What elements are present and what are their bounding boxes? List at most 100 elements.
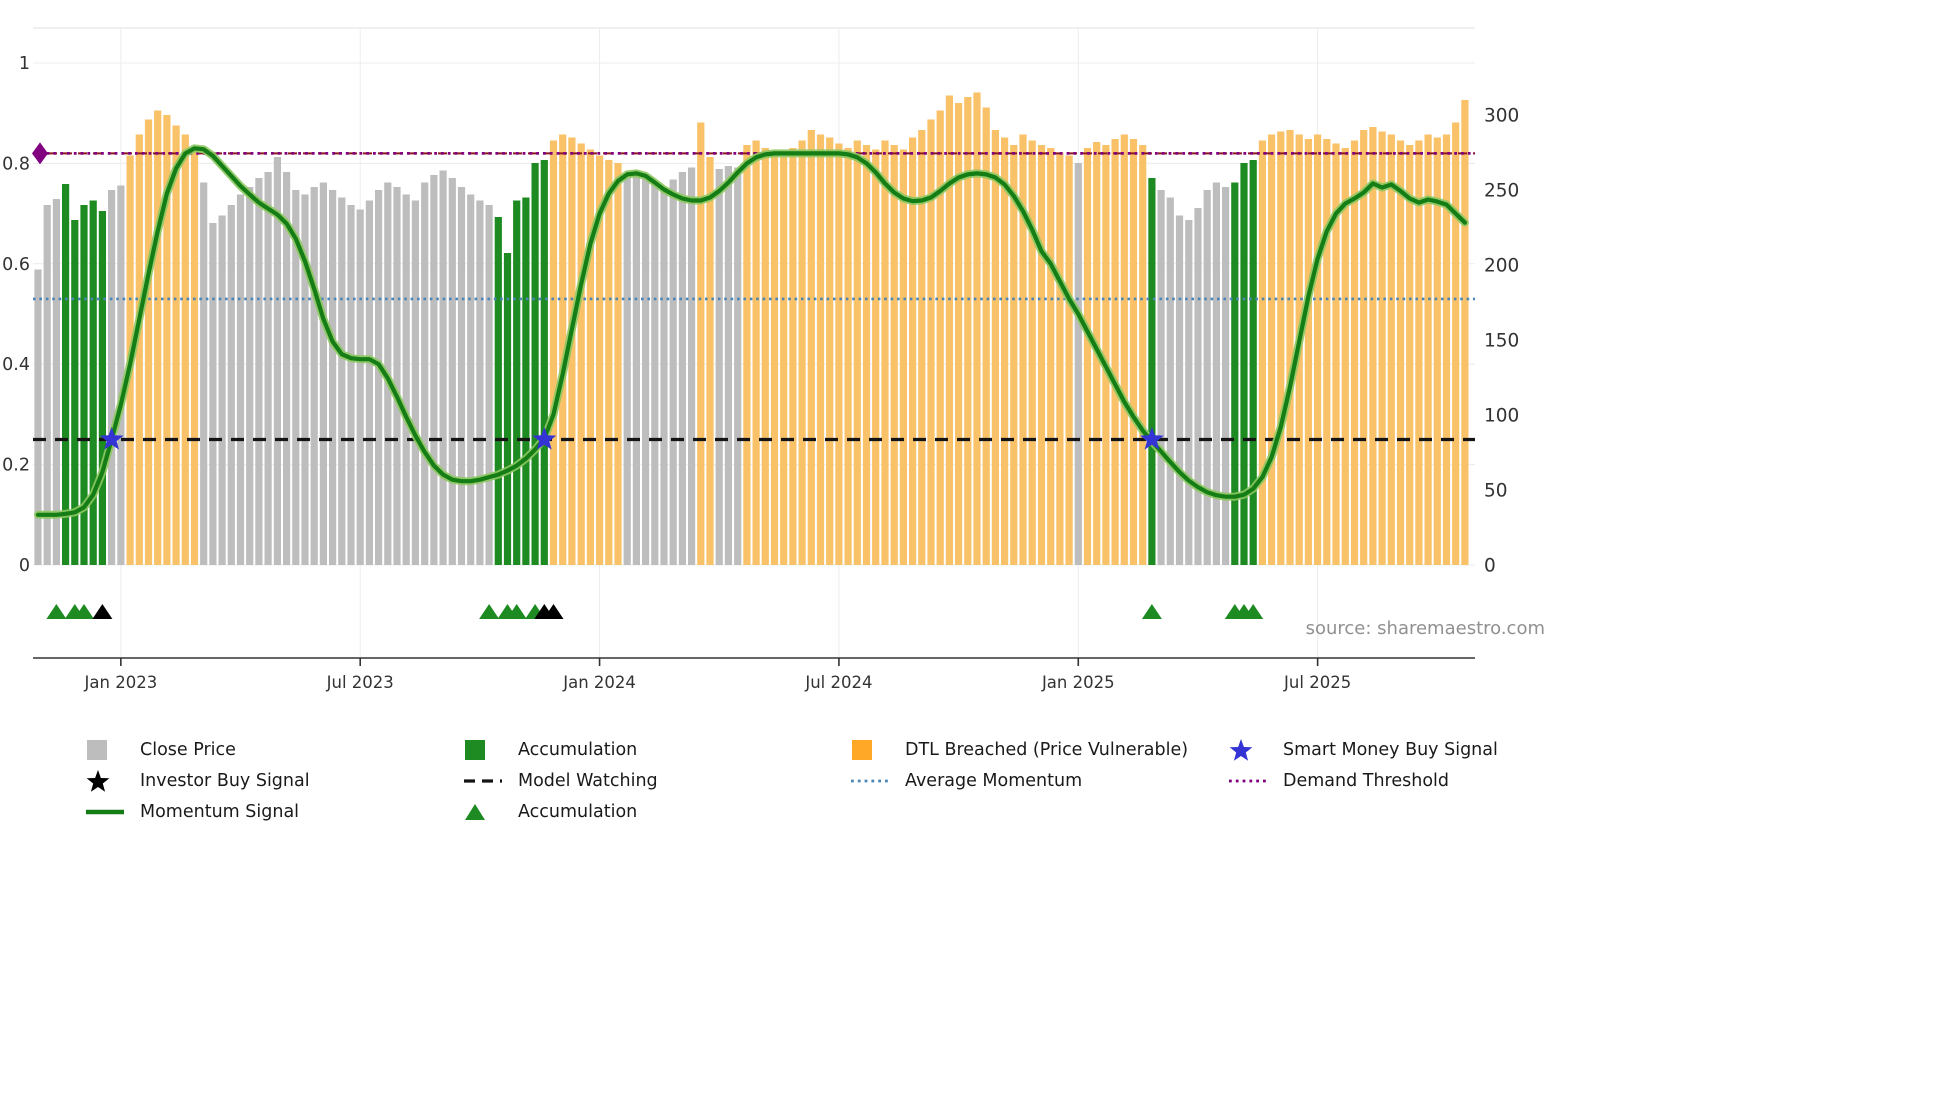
price-bar — [559, 134, 567, 565]
legend-label-investor-buy-signal: Investor Buy Signal — [140, 770, 310, 791]
price-bar — [1323, 139, 1331, 565]
price-bar — [1442, 134, 1451, 565]
price-bar — [743, 145, 751, 565]
legend-label-accumulation-bars: Accumulation — [518, 739, 638, 760]
price-bar — [1314, 134, 1322, 565]
price-bar — [236, 194, 245, 565]
price-bar — [1304, 139, 1312, 565]
left-tick-label: 0.6 — [2, 255, 30, 275]
accumulation-triangle-icon — [74, 604, 94, 619]
price-bar — [476, 200, 484, 565]
average-momentum-swatch-icon — [851, 779, 889, 782]
accumulation-markers-swatch-icon — [465, 803, 485, 820]
price-bar — [955, 103, 963, 565]
price-bar — [190, 149, 199, 565]
price-bar — [89, 200, 97, 565]
price-bar — [144, 119, 153, 565]
price-bar — [1360, 130, 1368, 565]
legend-column: DTL Breached (Price Vulnerable) Average M… — [850, 734, 1188, 796]
price-bar — [1424, 134, 1432, 565]
price-bar — [522, 197, 530, 565]
price-bar — [632, 170, 640, 565]
right-tick-label: 200 — [1484, 256, 1519, 277]
price-bar — [1212, 182, 1220, 565]
price-bar — [770, 152, 779, 565]
x-tick-label: Jul 2024 — [804, 673, 872, 692]
legend-label-dtl-breached: DTL Breached (Price Vulnerable) — [905, 739, 1189, 760]
price-bar — [1194, 208, 1202, 565]
price-bar — [862, 145, 871, 565]
accumulation-triangle-icon — [46, 604, 67, 619]
legend-item-dtl-breached: DTL Breached (Price Vulnerable) — [850, 734, 1188, 765]
legend-label-smart-money-buy-signal: Smart Money Buy Signal — [1283, 739, 1498, 760]
price-bar — [540, 160, 548, 565]
accumulation-triangle-icon — [506, 604, 527, 619]
price-bar — [80, 205, 88, 565]
price-bar — [890, 145, 898, 565]
price-bar — [1139, 145, 1147, 565]
right-tick-label: 50 — [1484, 481, 1508, 502]
price-bar — [826, 137, 834, 565]
x-tick-label: Jan 2024 — [562, 673, 636, 692]
legend-label-demand-threshold: Demand Threshold — [1283, 770, 1450, 791]
price-bar — [1028, 140, 1036, 565]
price-bar — [1240, 163, 1248, 565]
price-bar — [660, 187, 668, 565]
price-bar — [1074, 163, 1082, 565]
price-bar — [356, 209, 364, 565]
price-bar — [421, 182, 429, 565]
legend-label-accumulation-markers: Accumulation — [518, 801, 638, 822]
price-bar — [1369, 127, 1377, 565]
price-bar — [853, 140, 861, 565]
legend-column: Smart Money Buy Signal Demand Threshold — [1228, 734, 1498, 796]
price-bar — [1129, 139, 1138, 565]
price-bar — [1148, 178, 1156, 565]
momentum-signal-swatch-icon — [86, 809, 124, 814]
price-bar — [108, 190, 116, 565]
price-bar — [1433, 137, 1441, 565]
price-bar — [669, 179, 677, 565]
momentum-line-core — [35, 146, 1468, 517]
legend-item-model-watching: Model Watching — [463, 765, 658, 796]
price-bar — [614, 163, 622, 565]
price-bar — [329, 190, 337, 565]
price-bar — [1222, 187, 1230, 565]
price-bar — [227, 205, 235, 565]
legend-item-investor-buy-signal: Investor Buy Signal — [85, 765, 310, 796]
price-bar — [586, 149, 594, 565]
accumulation-bars-swatch-icon — [465, 739, 485, 760]
price-bar — [1203, 190, 1211, 565]
price-bar — [218, 215, 226, 565]
price-bars — [34, 92, 1469, 565]
legend-item-momentum-signal: Momentum Signal — [85, 796, 310, 827]
price-bar — [411, 200, 419, 565]
price-bar — [163, 115, 171, 565]
price-bar — [706, 157, 714, 565]
legend-item-close-price: Close Price — [85, 734, 310, 765]
price-bar — [154, 110, 162, 565]
price-bar — [844, 148, 852, 565]
price-bar — [623, 178, 631, 565]
price-bar — [1277, 131, 1285, 565]
price-bar — [467, 194, 475, 565]
legend-item-smart-money-buy-signal: Smart Money Buy Signal — [1228, 734, 1498, 765]
investor-buy-triangle-icon — [543, 604, 564, 619]
price-bar — [881, 140, 889, 565]
price-bar — [991, 130, 999, 565]
price-bar — [596, 155, 604, 565]
accumulation-triangle-icon — [1141, 604, 1162, 619]
price-bar — [430, 175, 438, 565]
legend-item-average-momentum: Average Momentum — [850, 765, 1188, 796]
price-bar — [1406, 145, 1414, 565]
price-bar — [62, 184, 70, 565]
price-bar — [1268, 134, 1276, 565]
price-bar — [1175, 215, 1184, 565]
price-bar — [375, 190, 383, 565]
price-momentum-chart: Jan 2023 Jul 2023 Jan 2024 Jul 2024 Jan 2025… — [2, 27, 1545, 692]
right-tick-label: 0 — [1484, 556, 1496, 577]
price-bar — [448, 178, 456, 565]
price-bar — [918, 130, 926, 565]
price-bar — [1461, 100, 1469, 565]
price-bar — [209, 223, 217, 565]
